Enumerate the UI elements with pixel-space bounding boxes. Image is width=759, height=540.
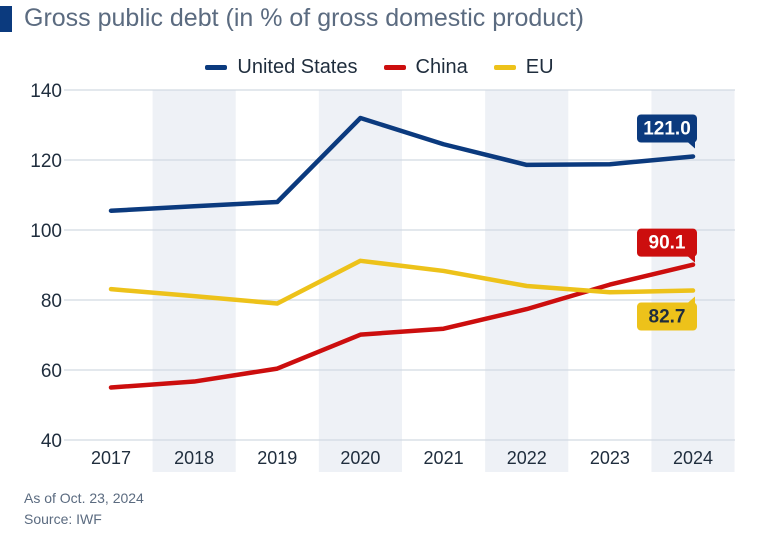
y-tick-label: 60 <box>41 361 62 382</box>
background-band <box>651 90 735 472</box>
y-tick-label: 80 <box>41 291 62 312</box>
footer-source: Source: IWF <box>24 511 102 527</box>
legend-label-united-states: United States <box>237 56 358 78</box>
end-label-china: 90.1 <box>637 228 697 263</box>
background-band <box>318 90 402 472</box>
x-tick-label: 2018 <box>174 448 214 468</box>
x-tick-label: 2024 <box>673 448 713 468</box>
background-band <box>152 90 236 472</box>
y-tick-label: 140 <box>30 81 62 102</box>
legend-item-united-states: United States <box>205 56 358 79</box>
end-label-text: 90.1 <box>649 233 686 254</box>
x-tick-label: 2022 <box>507 448 547 468</box>
y-tick-label: 100 <box>30 221 62 242</box>
end-label-text: 121.0 <box>643 119 691 140</box>
legend-item-eu: EU <box>493 56 554 79</box>
legend-swatch-eu <box>493 65 516 70</box>
end-label-box <box>637 302 697 331</box>
footer-note: As of Oct. 23, 2024 <box>24 490 144 506</box>
legend-swatch-china <box>383 65 406 70</box>
title-accent-bar <box>0 6 12 32</box>
x-tick-label: 2020 <box>340 448 380 468</box>
y-tick-label: 120 <box>30 151 62 172</box>
end-label-eu: 82.7 <box>637 296 697 331</box>
series-line-china <box>108 262 696 390</box>
chart-title: Gross public debt (in % of gross domesti… <box>24 4 584 32</box>
legend-item-china: China <box>383 56 468 79</box>
end-label-united-states: 121.0 <box>637 114 697 149</box>
end-label-box <box>637 114 697 143</box>
x-tick-label: 2021 <box>424 448 464 468</box>
x-tick-label: 2019 <box>257 448 297 468</box>
series-line-united-states <box>108 115 696 213</box>
x-tick-label: 2023 <box>590 448 630 468</box>
end-label-text: 82.7 <box>649 307 686 328</box>
end-label-pointer <box>687 255 695 263</box>
legend-label-eu: EU <box>525 56 554 78</box>
y-tick-label: 40 <box>41 431 62 452</box>
legend: United States China EU <box>0 56 759 79</box>
legend-label-china: China <box>415 56 468 78</box>
series-line-eu <box>108 258 696 306</box>
end-label-box <box>637 228 697 257</box>
footer: As of Oct. 23, 2024 Source: IWF <box>24 488 144 530</box>
end-label-pointer <box>687 296 695 304</box>
x-tick-label: 2017 <box>91 448 131 468</box>
legend-swatch-united-states <box>205 65 228 70</box>
end-label-pointer <box>687 141 695 149</box>
